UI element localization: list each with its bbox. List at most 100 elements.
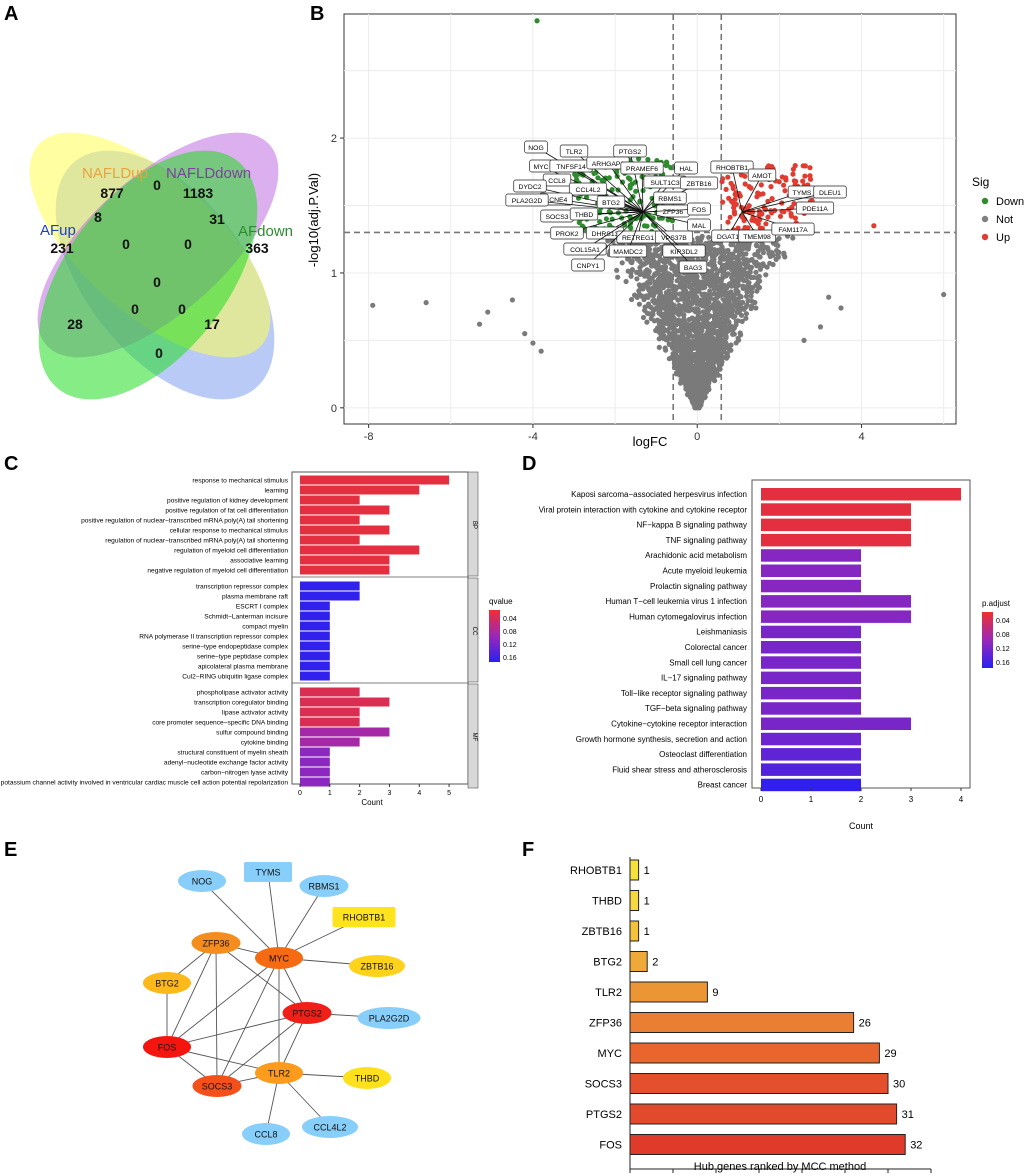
volcano-point-not	[693, 388, 699, 394]
volcano-point-not	[664, 272, 670, 278]
volcano-point-not	[712, 315, 718, 321]
volcano-point-up	[725, 174, 731, 180]
volcano-point-not	[733, 290, 740, 296]
volcano-point-up	[802, 163, 808, 169]
kegg-bar	[761, 564, 861, 577]
volcano-x-tick-label: -8	[364, 431, 374, 443]
venn-count: 0	[178, 301, 186, 317]
volcano-point-not	[736, 247, 742, 253]
volcano-point-not	[656, 310, 662, 316]
go-term-label: structural constituent of myelin sheath	[177, 750, 288, 757]
volcano-point-not	[711, 291, 717, 297]
volcano-point-not	[682, 303, 689, 309]
network-node-label: CCL8	[254, 1130, 277, 1140]
go-term-label: transcription repressor complex	[196, 584, 289, 591]
volcano-point-not	[753, 269, 759, 275]
go-legend: qvalue 0.04 0.08 0.12 0.16	[489, 597, 517, 662]
volcano-point-up	[790, 171, 796, 177]
volcano-point-not	[738, 300, 744, 306]
volcano-point-not	[692, 290, 698, 296]
kegg-legend-tick: 0.16	[996, 660, 1010, 667]
volcano-point-outlier	[476, 321, 483, 327]
network-node-label: FOS	[158, 1043, 177, 1053]
volcano-point-not	[721, 271, 728, 277]
go-bar	[300, 661, 330, 671]
go-legend-tick: 0.08	[503, 629, 517, 636]
volcano-point-not	[700, 339, 706, 346]
volcano-point-not	[732, 266, 739, 272]
gene-label: PRAMEF6	[626, 166, 658, 173]
volcano-point-not	[774, 248, 780, 254]
volcano-point-up	[733, 201, 739, 207]
kegg-legend-colorbar	[982, 612, 993, 668]
go-term-label: voltage−gated potassium channel activity…	[0, 780, 288, 787]
hub-gene-label: BTG2	[593, 957, 622, 969]
gene-label-leader	[587, 211, 644, 266]
volcano-point-not	[730, 271, 736, 277]
volcano-point-up	[792, 215, 799, 221]
volcano-point-not	[748, 293, 754, 299]
gene-label-box	[524, 140, 548, 154]
volcano-point-not	[731, 282, 738, 288]
kegg-x-tick-label: 3	[909, 795, 914, 804]
volcano-point-not	[713, 356, 720, 362]
panel-label-d: D	[522, 453, 536, 475]
go-legend-tick: 0.04	[503, 616, 517, 623]
gene-label: DGAT1	[717, 234, 739, 241]
volcano-legend-title: Sig	[972, 175, 989, 189]
go-bar	[300, 757, 330, 767]
volcano-point-not	[691, 296, 697, 302]
network-edge	[166, 957, 280, 1048]
volcano-point-not	[697, 238, 704, 244]
hub-value-label: 1	[644, 865, 650, 877]
volcano-point-down	[628, 220, 634, 226]
network-node-label: MYC	[269, 954, 290, 964]
kegg-bar	[761, 610, 911, 623]
kegg-bar	[761, 549, 861, 562]
volcano-point-not	[695, 350, 702, 356]
go-term-label: carbon−nitrogen lyase activity	[201, 770, 289, 777]
kegg-bar	[761, 579, 861, 593]
volcano-legend: Sig Down Not Up	[972, 175, 1024, 244]
volcano-point-outlier	[801, 337, 807, 343]
volcano-point-not	[724, 342, 730, 348]
network-node-label: BTG2	[155, 979, 179, 989]
volcano-point-not	[722, 324, 728, 330]
volcano-point-down	[637, 199, 643, 205]
volcano-point-not	[644, 271, 650, 277]
volcano-point-up	[726, 195, 732, 201]
gene-label-box	[771, 222, 815, 236]
network-node-socs3	[192, 1075, 242, 1097]
network-node-label: RHOBTB1	[343, 913, 386, 923]
volcano-point-not	[730, 327, 736, 333]
gene-label: TMEM98	[743, 234, 771, 241]
kegg-legend-tick: 0.04	[996, 618, 1010, 625]
kegg-bar	[761, 656, 861, 669]
kegg-bar	[761, 488, 961, 501]
network-node-label: SOCS3	[202, 1082, 233, 1092]
volcano-point-outlier	[534, 18, 540, 24]
panel-label-b: B	[310, 3, 324, 25]
volcano-point-not	[697, 321, 703, 327]
volcano-x-tick-label: 0	[694, 431, 700, 443]
volcano-point-not	[725, 354, 731, 360]
volcano-point-not	[721, 349, 727, 355]
gene-label-box	[568, 182, 608, 196]
volcano-point-not	[645, 303, 652, 309]
network-edge	[267, 871, 280, 959]
go-bar	[300, 591, 360, 601]
volcano-point-not	[708, 331, 715, 337]
hub-bar	[629, 859, 640, 881]
go-bars: BP response to mechanical stimulus learnin…	[0, 471, 479, 797]
go-bar	[300, 727, 390, 737]
network-node-pla2g2d	[357, 1007, 421, 1029]
volcano-point-not	[623, 278, 629, 285]
kegg-bar	[761, 748, 861, 761]
volcano-point-down	[644, 223, 650, 229]
volcano-point-not	[728, 289, 734, 295]
go-term-label: Schmidt−Lanterman incisure	[204, 614, 288, 621]
go-term-label: phospholipase activator activity	[197, 690, 289, 697]
volcano-point-not	[712, 350, 718, 356]
